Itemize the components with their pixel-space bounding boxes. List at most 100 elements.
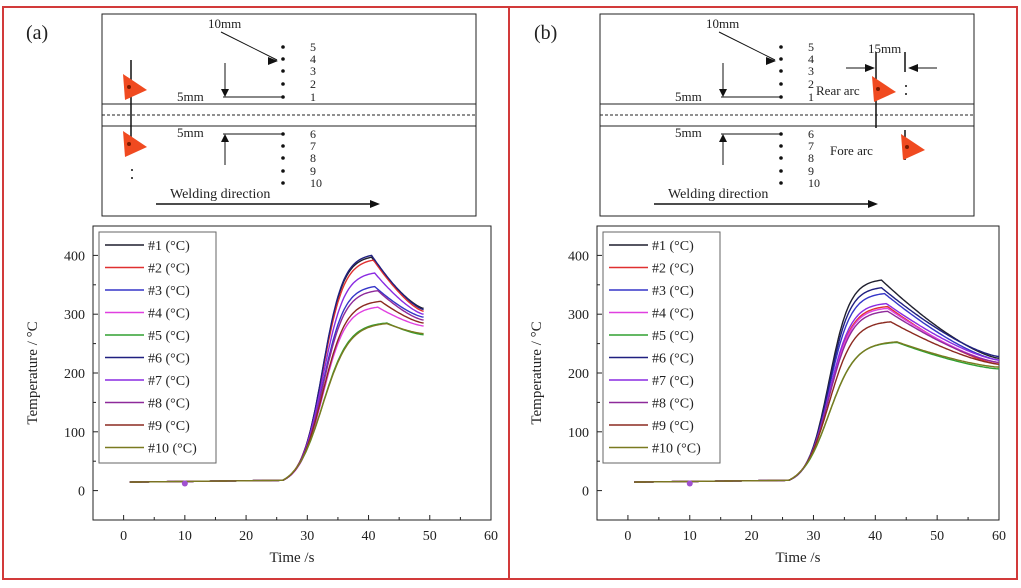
point-label: 1 [310,90,316,104]
y-tick-label: 400 [568,249,589,264]
panel-label-b: (b) [534,22,558,44]
panel-label-a: (a) [26,22,49,44]
x-tick-label: 60 [992,529,1006,544]
legend-label-1: #1 (°C) [652,239,694,254]
point-label: 3 [808,64,814,78]
x-tick-label: 50 [930,529,944,544]
legend-label-6: #6 (°C) [652,352,694,367]
x-axis-label: Time /s [776,550,821,566]
label-10mm: 10mm [208,16,241,31]
label-5mm-top: 5mm [177,89,204,104]
y-tick-label: 200 [568,367,589,382]
arrowhead-5mm-bottom [719,134,727,142]
series-marker [686,480,693,487]
measure-point [281,156,285,160]
x-tick-label: 0 [120,529,127,544]
arrowhead-15mm-right [908,64,918,72]
arrow-10mm [718,31,776,61]
label-rear-arc: Rear arc [816,83,860,98]
welding-direction-label: Welding direction [668,187,768,202]
dot [131,177,133,179]
label-5mm-bottom: 5mm [675,125,702,140]
series-line-10 [129,322,424,483]
legend-label-3: #3 (°C) [148,284,190,299]
point-label: 8 [310,151,316,165]
arrowhead-5mm-bottom [221,134,229,142]
legend-label-8: #8 (°C) [148,397,190,412]
y-tick-label: 100 [64,426,85,441]
dot [905,93,907,95]
x-tick-label: 40 [868,529,882,544]
measure-point [281,169,285,173]
x-tick-label: 40 [362,529,376,544]
point-label: 5 [808,40,814,54]
legend-label-9: #9 (°C) [148,419,190,434]
welding-direction-arrowhead [868,200,878,208]
label-5mm-top: 5mm [675,89,702,104]
point-label: 1 [808,90,814,104]
arc-fore-dot [905,145,909,149]
measure-point [281,69,285,73]
point-label: 2 [310,77,316,91]
point-label: 7 [808,139,814,153]
series-line-10 [634,341,1000,483]
legend-label-2: #2 (°C) [148,262,190,277]
x-tick-label: 0 [624,529,631,544]
y-tick-label: 300 [568,308,589,323]
y-axis-label: Temperature / °C [529,321,545,424]
measure-point [779,57,783,61]
legend-label-5: #5 (°C) [148,329,190,344]
point-label: 7 [310,139,316,153]
legend-label-7: #7 (°C) [652,374,694,389]
x-tick-label: 60 [484,529,498,544]
point-label: 9 [808,164,814,178]
measure-point [779,169,783,173]
point-label: 2 [808,77,814,91]
x-tick-label: 10 [178,529,192,544]
y-tick-label: 200 [64,367,85,382]
measure-point [281,45,285,49]
x-tick-label: 50 [423,529,437,544]
x-tick-label: 30 [300,529,314,544]
point-label: 6 [310,127,316,141]
x-tick-label: 30 [806,529,820,544]
point-label: 9 [310,164,316,178]
arrowhead-10mm [766,57,776,65]
legend-label-3: #3 (°C) [652,284,694,299]
measure-point [281,82,285,86]
measure-point [779,144,783,148]
welding-direction-arrowhead [370,200,380,208]
point-label: 4 [808,52,814,66]
measure-point [779,181,783,185]
point-label: 10 [310,176,322,190]
point-label: 4 [310,52,316,66]
label-fore-arc: Fore arc [830,143,873,158]
arc-top [123,74,147,100]
legend-label-10: #10 (°C) [148,442,197,457]
legend-label-7: #7 (°C) [148,374,190,389]
y-axis-label: Temperature / °C [25,321,41,424]
point-label: 6 [808,127,814,141]
y-tick-label: 0 [582,485,589,500]
legend-label-4: #4 (°C) [652,307,694,322]
measure-point [779,69,783,73]
x-tick-label: 10 [683,529,697,544]
point-label: 3 [310,64,316,78]
welding-direction-label: Welding direction [170,187,270,202]
dot [905,85,907,87]
measure-point [779,156,783,160]
y-tick-label: 100 [568,426,589,441]
arrowhead-5mm-top [719,89,727,97]
legend-label-1: #1 (°C) [148,239,190,254]
arrowhead-15mm-left [865,64,875,72]
legend-label-6: #6 (°C) [148,352,190,367]
point-label: 5 [310,40,316,54]
series-marker [181,480,188,487]
y-tick-label: 300 [64,308,85,323]
legend-label-4: #4 (°C) [148,307,190,322]
x-tick-label: 20 [745,529,759,544]
legend-label-10: #10 (°C) [652,442,701,457]
arrowhead-5mm-top [221,89,229,97]
measure-point [779,45,783,49]
